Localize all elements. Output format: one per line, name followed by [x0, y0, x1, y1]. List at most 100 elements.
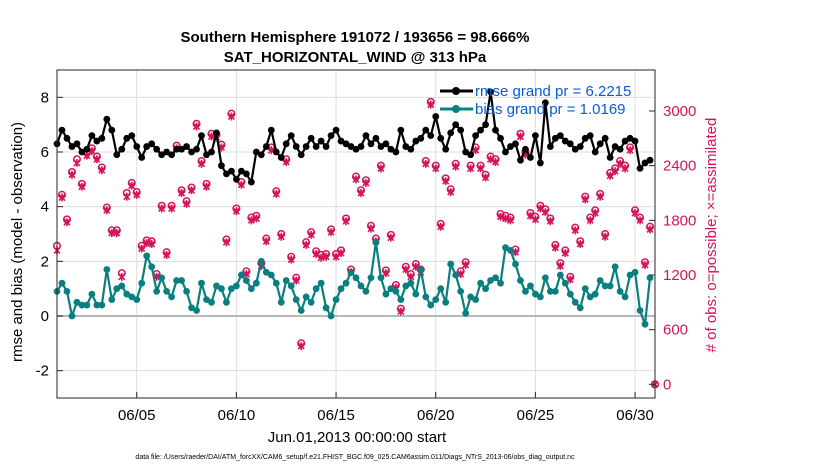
rmse-point: [213, 129, 220, 137]
obs-assimilated-marker: [641, 260, 649, 269]
obs-assimilated-marker: [636, 216, 644, 225]
obs-assimilated-marker: [187, 186, 196, 195]
obs-assimilated-marker: [292, 276, 300, 285]
obs-assimilated-marker: [222, 238, 230, 247]
rmse-point: [352, 145, 360, 153]
right-tick-label: 1800: [663, 212, 696, 229]
rmse-point: [168, 151, 176, 159]
x-tick-label: 06/05: [118, 407, 156, 424]
rmse-point: [502, 148, 509, 156]
bias-point: [576, 304, 584, 312]
bias-point: [178, 277, 185, 284]
rmse-point: [601, 134, 609, 142]
bias-point: [546, 288, 554, 295]
left-tick-label: 2: [41, 253, 49, 270]
bias-point: [188, 304, 195, 312]
rmse-point: [143, 143, 151, 150]
bias-point: [148, 263, 156, 271]
bias-point: [362, 288, 370, 295]
obs-assimilated-marker: [262, 237, 270, 246]
rmse-point: [437, 134, 445, 142]
obs-assimilated-marker: [98, 166, 106, 175]
obs-assimilated-marker: [516, 132, 525, 141]
bias-point: [352, 274, 360, 282]
bias-point: [133, 296, 141, 303]
bias-point: [502, 244, 509, 252]
rmse-point: [203, 151, 210, 159]
rmse-point: [347, 143, 355, 150]
rmse-point: [646, 156, 654, 164]
rmse-point: [233, 175, 240, 183]
obs-assimilated-marker: [337, 249, 345, 258]
obs-assimilated-marker: [163, 250, 171, 259]
obs-assimilated-marker: [277, 232, 285, 241]
rmse-point: [372, 134, 380, 142]
rmse-point: [262, 143, 270, 150]
left-axis-ticks: -2 0 2 4 6 8: [36, 89, 63, 380]
bias-point: [213, 282, 220, 290]
bias-point: [93, 301, 101, 309]
bias-point: [377, 274, 385, 282]
bias-point: [262, 268, 270, 276]
bias-point: [193, 307, 200, 314]
rmse-point: [218, 162, 225, 170]
rmse-point: [581, 134, 589, 142]
obs-assimilated-marker: [192, 122, 201, 131]
rmse-point: [641, 159, 649, 167]
bias-point: [347, 268, 355, 276]
bias-point: [272, 279, 280, 287]
rmse-point: [163, 148, 171, 156]
left-tick-label: 0: [41, 308, 49, 325]
rmse-point: [73, 140, 81, 148]
rmse-point: [427, 132, 435, 140]
bias-point: [367, 274, 375, 282]
bias-point: [203, 296, 210, 303]
rmse-point: [58, 126, 66, 134]
bias-point: [427, 301, 435, 309]
bias-point: [492, 274, 499, 282]
legend-bias-marker: [452, 105, 460, 113]
rmse-point: [422, 126, 430, 134]
rmse-point: [626, 134, 634, 142]
bias-point: [327, 312, 335, 320]
y2-axis-label: # of obs: o=possible; ×=assimilated: [703, 118, 720, 353]
obs-assimilated-marker: [646, 225, 654, 234]
rmse-point: [223, 170, 230, 178]
rmse-point: [576, 143, 584, 150]
rmse-point: [452, 121, 460, 129]
bias-point: [83, 301, 91, 309]
x-tick-label: 06/25: [517, 407, 555, 424]
rmse-point: [387, 145, 395, 153]
rmse-point: [457, 126, 465, 134]
obs-assimilated-marker: [506, 216, 515, 225]
rmse-point: [412, 137, 420, 145]
obs-assimilated-marker: [183, 199, 191, 208]
bias-point: [277, 298, 285, 306]
rmse-point: [432, 113, 440, 120]
bias-point: [118, 282, 126, 290]
rmse-point: [606, 154, 614, 161]
obs-assimilated-marker: [118, 272, 126, 281]
obs-assimilated-marker: [93, 155, 101, 164]
rmse-point: [78, 148, 86, 156]
obs-assimilated-marker: [287, 255, 295, 264]
bias-point: [631, 268, 639, 276]
rmse-point: [467, 151, 475, 159]
legend: rmse grand pr = 6.2215 bias grand pr = 1…: [440, 83, 631, 118]
left-tick-label: 6: [41, 144, 49, 161]
x-tick-label: 06/30: [616, 407, 654, 424]
bias-point: [168, 293, 176, 301]
rmse-point: [596, 140, 604, 148]
obs-assimilated-marker: [526, 211, 534, 220]
rmse-point: [541, 99, 549, 107]
bias-point: [621, 293, 629, 301]
obs-assimilated-marker: [571, 226, 579, 235]
obs-assimilated-marker: [148, 240, 156, 249]
bias-point: [302, 293, 310, 301]
bias-point: [541, 274, 549, 282]
bias-point: [113, 285, 121, 293]
rmse-point: [357, 143, 365, 150]
bias-point: [252, 279, 260, 287]
bias-point: [442, 298, 450, 306]
